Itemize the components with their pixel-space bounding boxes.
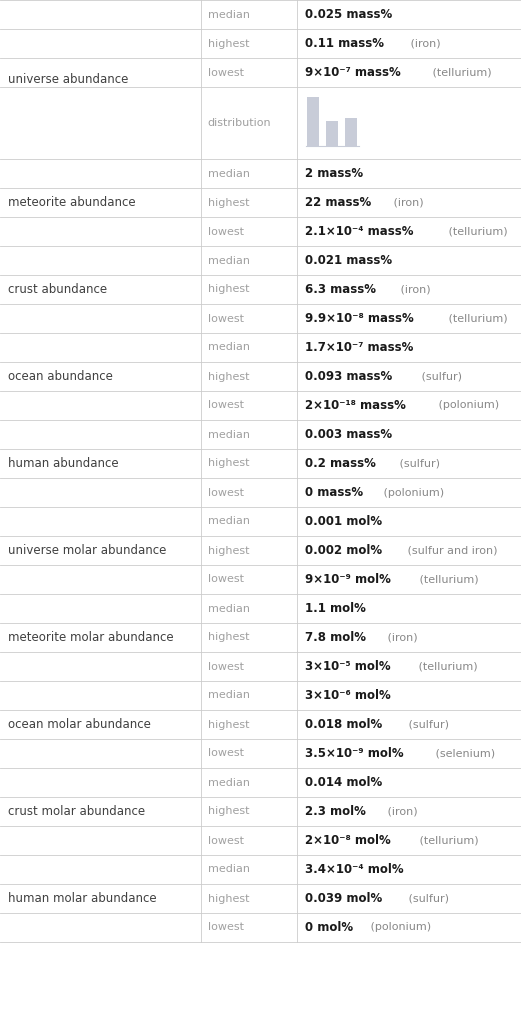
- Text: 9.9×10⁻⁸ mass%: 9.9×10⁻⁸ mass%: [305, 312, 414, 325]
- Text: 0.003 mass%: 0.003 mass%: [305, 428, 392, 441]
- Text: median: median: [207, 604, 250, 613]
- Text: 2.1×10⁻⁴ mass%: 2.1×10⁻⁴ mass%: [305, 225, 414, 238]
- Text: lowest: lowest: [207, 574, 244, 585]
- Text: (iron): (iron): [407, 39, 441, 49]
- Text: ocean molar abundance: ocean molar abundance: [8, 718, 151, 731]
- Text: (polonium): (polonium): [380, 487, 444, 497]
- Text: 9×10⁻⁹ mol%: 9×10⁻⁹ mol%: [305, 573, 391, 586]
- Bar: [345, 118, 357, 146]
- Text: (polonium): (polonium): [367, 923, 431, 933]
- Text: (tellurium): (tellurium): [445, 314, 508, 324]
- Text: (sulfur): (sulfur): [405, 893, 449, 903]
- Text: (iron): (iron): [390, 198, 424, 207]
- Bar: [307, 97, 319, 146]
- Text: 6.3 mass%: 6.3 mass%: [305, 283, 376, 296]
- Text: (iron): (iron): [396, 284, 430, 294]
- Text: (sulfur): (sulfur): [417, 371, 462, 382]
- Text: 0.002 mol%: 0.002 mol%: [305, 544, 382, 557]
- Text: lowest: lowest: [207, 835, 244, 845]
- Text: 0.018 mol%: 0.018 mol%: [305, 718, 382, 731]
- Text: 0.014 mol%: 0.014 mol%: [305, 776, 382, 789]
- Bar: [326, 121, 338, 146]
- Text: highest: highest: [207, 893, 249, 903]
- Text: 0.021 mass%: 0.021 mass%: [305, 254, 392, 267]
- Text: crust abundance: crust abundance: [8, 283, 107, 296]
- Text: 2.3 mol%: 2.3 mol%: [305, 805, 366, 818]
- Text: median: median: [207, 690, 250, 700]
- Text: highest: highest: [207, 459, 249, 469]
- Text: (selenium): (selenium): [432, 748, 495, 758]
- Text: median: median: [207, 168, 250, 179]
- Text: (iron): (iron): [383, 807, 417, 816]
- Text: (tellurium): (tellurium): [415, 662, 478, 672]
- Text: (sulfur): (sulfur): [405, 720, 449, 730]
- Text: 22 mass%: 22 mass%: [305, 196, 371, 209]
- Text: 0 mass%: 0 mass%: [305, 486, 363, 499]
- Text: crust molar abundance: crust molar abundance: [8, 805, 145, 818]
- Text: highest: highest: [207, 545, 249, 555]
- Text: (iron): (iron): [383, 632, 417, 642]
- Text: 3.4×10⁻⁴ mol%: 3.4×10⁻⁴ mol%: [305, 863, 404, 876]
- Text: lowest: lowest: [207, 401, 244, 410]
- Text: ocean abundance: ocean abundance: [8, 370, 113, 383]
- Text: highest: highest: [207, 720, 249, 730]
- Text: median: median: [207, 256, 250, 266]
- Text: (sulfur and iron): (sulfur and iron): [404, 545, 498, 555]
- Text: (polonium): (polonium): [435, 401, 499, 410]
- Text: highest: highest: [207, 371, 249, 382]
- Text: 1.7×10⁻⁷ mass%: 1.7×10⁻⁷ mass%: [305, 341, 413, 354]
- Text: highest: highest: [207, 632, 249, 642]
- Text: meteorite molar abundance: meteorite molar abundance: [8, 631, 173, 644]
- Text: 2 mass%: 2 mass%: [305, 167, 363, 180]
- Text: universe abundance: universe abundance: [8, 73, 128, 86]
- Text: (sulfur): (sulfur): [396, 459, 440, 469]
- Text: lowest: lowest: [207, 68, 244, 77]
- Text: lowest: lowest: [207, 314, 244, 324]
- Text: lowest: lowest: [207, 226, 244, 236]
- Text: 2×10⁻⁸ mol%: 2×10⁻⁸ mol%: [305, 834, 391, 847]
- Text: 0.093 mass%: 0.093 mass%: [305, 370, 392, 383]
- Text: distribution: distribution: [207, 118, 271, 128]
- Text: 0.11 mass%: 0.11 mass%: [305, 37, 384, 50]
- Text: 3×10⁻⁵ mol%: 3×10⁻⁵ mol%: [305, 660, 391, 673]
- Text: 3×10⁻⁶ mol%: 3×10⁻⁶ mol%: [305, 689, 391, 702]
- Text: (tellurium): (tellurium): [445, 226, 507, 236]
- Text: highest: highest: [207, 807, 249, 816]
- Text: highest: highest: [207, 198, 249, 207]
- Text: 7.8 mol%: 7.8 mol%: [305, 631, 366, 644]
- Text: median: median: [207, 517, 250, 527]
- Text: highest: highest: [207, 284, 249, 294]
- Text: 0 mol%: 0 mol%: [305, 921, 353, 934]
- Text: human molar abundance: human molar abundance: [8, 892, 157, 905]
- Text: (tellurium): (tellurium): [428, 68, 491, 77]
- Text: lowest: lowest: [207, 662, 244, 672]
- Text: human abundance: human abundance: [8, 457, 119, 470]
- Text: universe molar abundance: universe molar abundance: [8, 544, 166, 557]
- Text: median: median: [207, 777, 250, 788]
- Text: 0.2 mass%: 0.2 mass%: [305, 457, 376, 470]
- Text: median: median: [207, 342, 250, 352]
- Text: median: median: [207, 865, 250, 875]
- Text: (tellurium): (tellurium): [416, 574, 478, 585]
- Text: 0.039 mol%: 0.039 mol%: [305, 892, 382, 905]
- Text: lowest: lowest: [207, 748, 244, 758]
- Text: 3.5×10⁻⁹ mol%: 3.5×10⁻⁹ mol%: [305, 747, 404, 760]
- Text: meteorite abundance: meteorite abundance: [8, 196, 135, 209]
- Text: (tellurium): (tellurium): [416, 835, 478, 845]
- Text: 2×10⁻¹⁸ mass%: 2×10⁻¹⁸ mass%: [305, 399, 406, 412]
- Text: median: median: [207, 9, 250, 19]
- Text: 0.025 mass%: 0.025 mass%: [305, 8, 392, 21]
- Text: 1.1 mol%: 1.1 mol%: [305, 602, 366, 615]
- Text: median: median: [207, 429, 250, 439]
- Text: 9×10⁻⁷ mass%: 9×10⁻⁷ mass%: [305, 66, 401, 79]
- Text: 0.001 mol%: 0.001 mol%: [305, 515, 382, 528]
- Text: highest: highest: [207, 39, 249, 49]
- Text: lowest: lowest: [207, 923, 244, 933]
- Text: lowest: lowest: [207, 487, 244, 497]
